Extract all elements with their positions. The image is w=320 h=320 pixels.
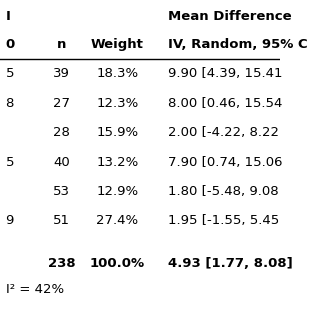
Text: I: I [5, 10, 11, 23]
Text: 27: 27 [53, 97, 70, 110]
Text: 4.93 [1.77, 8.08]: 4.93 [1.77, 8.08] [168, 257, 292, 270]
Text: 5: 5 [5, 156, 14, 169]
Text: 39: 39 [53, 67, 70, 80]
Text: 8: 8 [5, 97, 14, 110]
Text: 53: 53 [53, 185, 70, 198]
Text: 27.4%: 27.4% [96, 214, 139, 228]
Text: Weight: Weight [91, 38, 144, 52]
Text: n: n [57, 38, 66, 52]
Text: 1.95 [-1.55, 5.45: 1.95 [-1.55, 5.45 [168, 214, 279, 228]
Text: 7.90 [0.74, 15.06: 7.90 [0.74, 15.06 [168, 156, 282, 169]
Text: 238: 238 [48, 257, 75, 270]
Text: 40: 40 [53, 156, 70, 169]
Text: 2.00 [-4.22, 8.22: 2.00 [-4.22, 8.22 [168, 126, 279, 139]
Text: 9.90 [4.39, 15.41: 9.90 [4.39, 15.41 [168, 67, 282, 80]
Text: 13.2%: 13.2% [96, 156, 139, 169]
Text: IV, Random, 95% C: IV, Random, 95% C [168, 38, 308, 52]
Text: Mean Difference: Mean Difference [168, 10, 292, 23]
Text: 12.9%: 12.9% [96, 185, 139, 198]
Text: 9: 9 [5, 214, 14, 228]
Text: 0: 0 [5, 38, 15, 52]
Text: 5: 5 [5, 67, 14, 80]
Text: 12.3%: 12.3% [96, 97, 139, 110]
Text: 28: 28 [53, 126, 70, 139]
Text: 100.0%: 100.0% [90, 257, 145, 270]
Text: 18.3%: 18.3% [96, 67, 139, 80]
Text: 1.80 [-5.48, 9.08: 1.80 [-5.48, 9.08 [168, 185, 278, 198]
Text: I² = 42%: I² = 42% [5, 283, 64, 296]
Text: 15.9%: 15.9% [96, 126, 139, 139]
Text: 8.00 [0.46, 15.54: 8.00 [0.46, 15.54 [168, 97, 282, 110]
Text: 51: 51 [53, 214, 70, 228]
